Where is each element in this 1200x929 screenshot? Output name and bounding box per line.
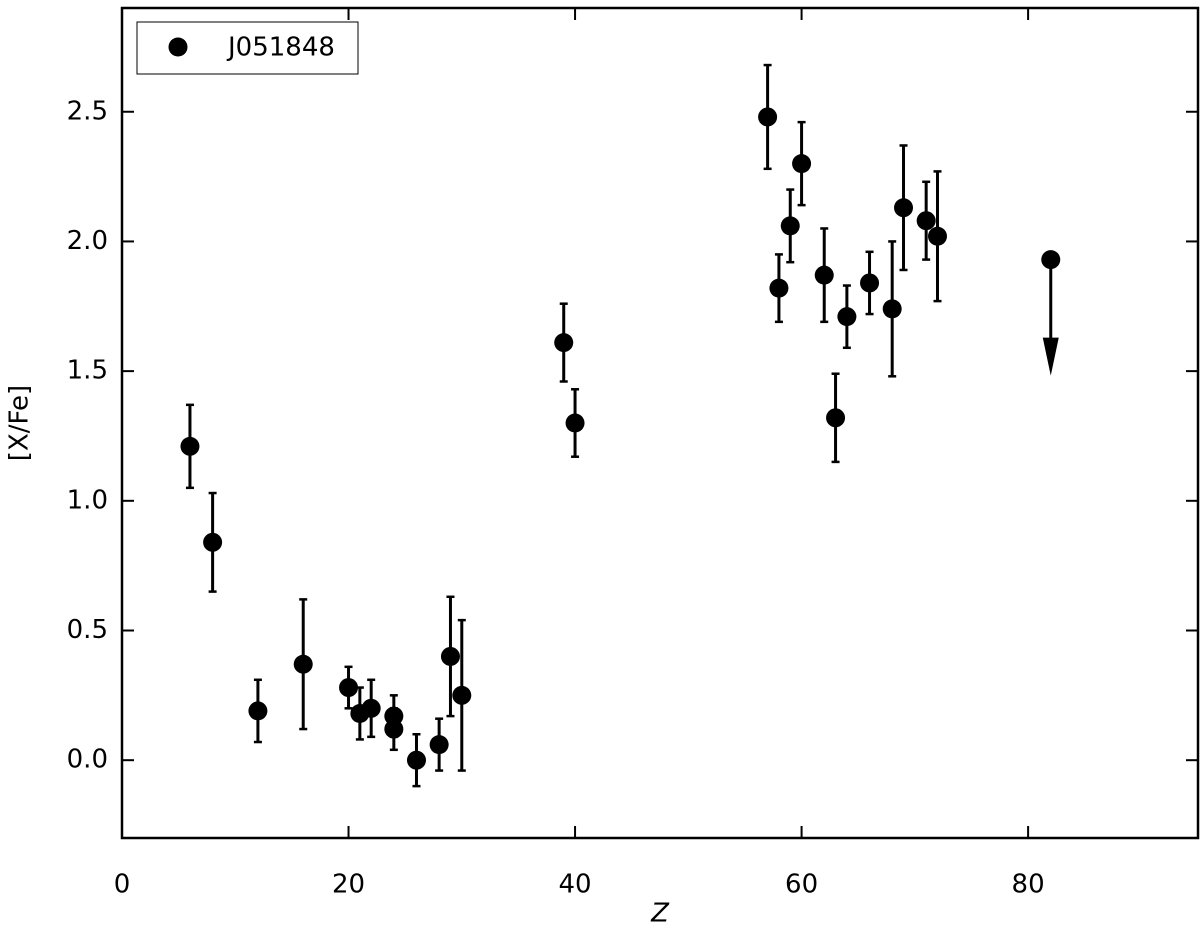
data-point xyxy=(758,107,778,127)
data-point xyxy=(554,333,574,353)
data-point xyxy=(927,226,947,246)
data-point xyxy=(452,685,472,705)
legend-marker xyxy=(168,37,188,57)
data-point xyxy=(792,154,812,174)
x-tick-label: 60 xyxy=(785,870,818,900)
x-tick-label: 20 xyxy=(332,870,365,900)
x-tick-label: 0 xyxy=(114,870,131,900)
data-point xyxy=(180,436,200,456)
data-point xyxy=(1041,250,1061,270)
data-point xyxy=(860,273,880,293)
y-tick-label: 1.5 xyxy=(67,356,108,386)
upper-limit-arrowhead xyxy=(1042,337,1059,376)
data-point xyxy=(361,698,381,718)
x-tick-label: 80 xyxy=(1012,870,1045,900)
y-axis-label: [X/Fe] xyxy=(5,385,35,461)
y-tick-label: 1.0 xyxy=(67,485,108,515)
y-tick-label: 2.0 xyxy=(67,226,108,256)
data-point xyxy=(429,735,449,755)
data-point xyxy=(248,701,268,721)
data-point xyxy=(293,654,313,674)
y-tick-label: 0.5 xyxy=(67,615,108,645)
y-tick-label: 2.5 xyxy=(67,96,108,126)
data-point xyxy=(780,216,800,236)
plot-frame xyxy=(120,6,1200,840)
data-point xyxy=(203,532,223,552)
data-point xyxy=(440,646,460,666)
x-tick-label: 40 xyxy=(559,870,592,900)
x-axis-label: Z xyxy=(650,899,670,929)
data-point xyxy=(769,278,789,298)
data-point xyxy=(826,408,846,428)
data-point xyxy=(916,211,936,231)
data-point xyxy=(894,198,914,218)
data-point xyxy=(837,307,857,327)
data-point xyxy=(406,750,426,770)
data-point xyxy=(384,719,404,739)
data-point xyxy=(814,265,834,285)
data-point xyxy=(882,299,902,319)
data-point xyxy=(339,678,359,698)
y-tick-label: 0.0 xyxy=(67,745,108,775)
legend-label: J051848 xyxy=(226,33,335,63)
data-point xyxy=(565,413,585,433)
